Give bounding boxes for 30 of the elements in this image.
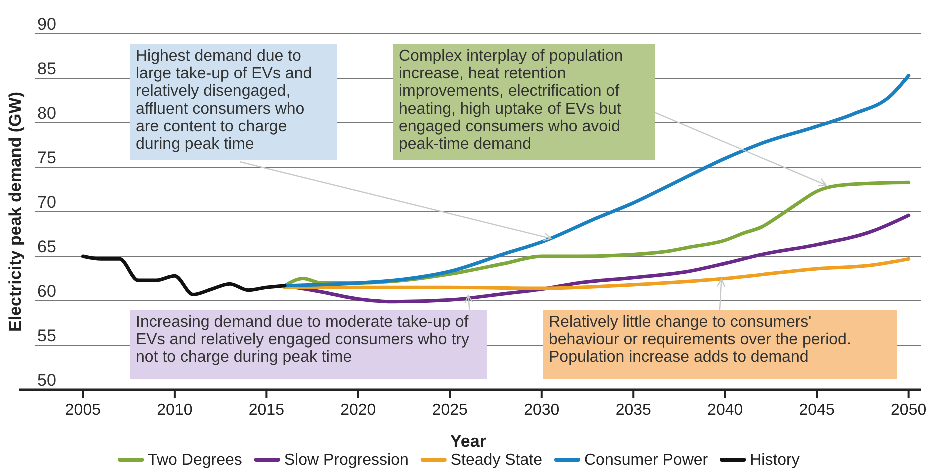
legend-label: Two Degrees: [148, 452, 242, 469]
y-tick-label: 65: [38, 238, 56, 256]
annotation: Relatively little change to consumers' behaviour or requirements over the period. Population increase adds to demand: [549, 314, 852, 366]
legend-label: Slow Progression: [284, 452, 409, 469]
y-tick-label: 55: [38, 326, 56, 346]
x-tick-label: 2005: [65, 402, 102, 419]
legend-label: History: [750, 452, 800, 469]
x-axis-title: Year: [450, 432, 487, 451]
x-tick-label: 2020: [340, 402, 376, 419]
x-tick-label: 2015: [248, 402, 285, 419]
y-tick-label: 85: [38, 60, 56, 78]
x-tick-label: 2035: [616, 402, 652, 419]
annotation: Complex interplay of population increase, heat retention improvements, electrification of heating, high uptake of EVs but engaged consumers who avoid peak-time demand: [399, 48, 624, 153]
x-tick-label: 2010: [157, 402, 193, 419]
y-tick-label: 70: [38, 193, 56, 212]
x-tick-label: 2045: [799, 402, 835, 419]
annotation: Highest demand due to large take-up of EVs and relatively disengaged, affluent consumers who are content to charge during peak time: [136, 48, 312, 153]
y-tick-label: 80: [38, 104, 56, 123]
legend-label: Consumer Power: [584, 452, 709, 469]
legend-label: Steady State: [450, 452, 543, 469]
y-tick-label: 60: [38, 282, 56, 301]
x-tick-label: 2040: [708, 402, 744, 419]
y-tick-label: 50: [38, 371, 56, 390]
y-axis-title: Electricity peak demand (GW): [6, 92, 25, 332]
x-tick-label: 2025: [432, 402, 468, 419]
x-tick-label: 2030: [524, 402, 560, 419]
y-tick-label: 90: [38, 15, 56, 34]
x-tick-label: 2050: [891, 402, 927, 419]
y-tick-label: 75: [38, 148, 56, 168]
annotation: Increasing demand due to moderate take-up of EVs and relatively engaged consumers who try not to charge during peak time: [136, 314, 470, 366]
